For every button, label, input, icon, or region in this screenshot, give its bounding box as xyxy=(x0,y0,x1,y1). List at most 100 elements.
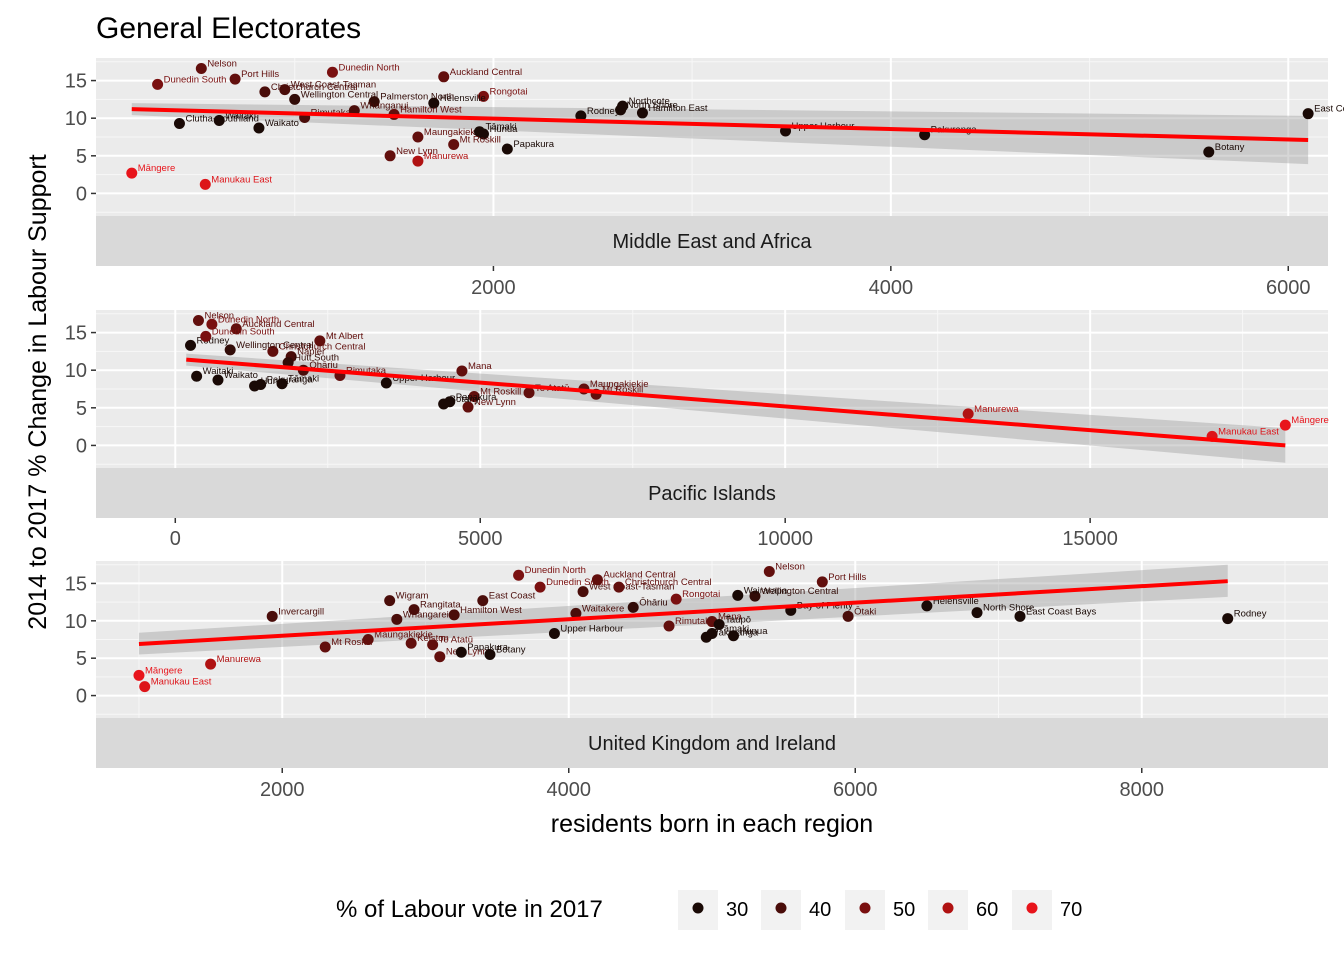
data-point-label: Te Atatū xyxy=(439,635,473,646)
trend-line xyxy=(138,579,1228,646)
data-point-label: East Coast Bays xyxy=(1314,104,1344,115)
data-point xyxy=(266,610,278,622)
data-point-label: Waitakere xyxy=(582,603,624,614)
data-point xyxy=(749,590,761,602)
data-point xyxy=(1279,419,1291,431)
data-point xyxy=(615,104,627,116)
data-point-label: Papakura xyxy=(467,642,508,653)
data-point-label: Dunedin South xyxy=(546,577,609,588)
data-point-label: Mt Albert xyxy=(326,331,364,342)
data-point-label: Maungakiekie xyxy=(590,379,649,390)
data-point-label: Rongotai xyxy=(489,86,527,97)
data-point-label: Manukau East xyxy=(1218,426,1279,437)
data-point xyxy=(548,628,560,640)
data-point-label: Nelson xyxy=(775,561,805,572)
data-point-label: Hamilton East xyxy=(648,103,707,114)
panel-2: 0 5 10 15 0 5000 10000 15000 Pacific Islands Māng… xyxy=(65,310,1329,550)
data-point xyxy=(126,167,138,179)
y-tick-label: 10 xyxy=(65,611,87,633)
data-point xyxy=(763,565,775,577)
y-tick-label: 5 xyxy=(76,648,87,670)
x-tick-label: 6000 xyxy=(833,779,878,801)
data-point-label: Waikato xyxy=(224,370,258,381)
data-point-label: Rongotai xyxy=(682,589,720,600)
trend-line xyxy=(186,357,1286,448)
data-point-label: Māngere xyxy=(138,163,176,174)
data-point xyxy=(289,93,301,105)
x-tick-label: 8000 xyxy=(1120,779,1165,801)
data-point xyxy=(205,658,217,670)
data-point xyxy=(434,651,446,663)
data-point xyxy=(663,620,675,632)
chart-title: General Electorates xyxy=(96,12,361,45)
data-point-label: North Shore xyxy=(627,100,678,111)
data-point-label: Rimutaka xyxy=(675,616,716,627)
data-point xyxy=(212,374,224,386)
y-tick-label: 0 xyxy=(76,435,87,457)
data-point xyxy=(362,634,374,645)
data-point-label: Helensville xyxy=(440,93,486,104)
data-point xyxy=(534,581,546,593)
data-point-label: Waitaki xyxy=(225,110,256,121)
data-point-label: Nelson xyxy=(207,59,237,70)
data-point xyxy=(276,378,288,390)
data-point-label: Helensville xyxy=(933,596,979,607)
data-point-label: Napier xyxy=(297,347,325,358)
data-point-label: Tāmaki xyxy=(486,122,517,133)
data-point xyxy=(133,669,145,681)
data-point-label: Hamilton West xyxy=(400,104,462,115)
data-point-label: Dunedin South xyxy=(212,326,275,337)
y-tick-label: 15 xyxy=(65,71,87,93)
data-point-label: Port Hills xyxy=(241,69,279,80)
y-tick-label: 0 xyxy=(76,686,87,708)
x-tick-label: 4000 xyxy=(546,779,591,801)
data-point-label: New Lynn xyxy=(474,397,516,408)
strip-label: Pacific Islands xyxy=(648,483,776,505)
data-point xyxy=(255,378,267,390)
data-point-label: Hunua xyxy=(489,124,518,135)
data-point-label: Rodney xyxy=(1234,609,1267,620)
data-point-label: Ōhāriu xyxy=(639,597,668,608)
data-point-label: Manurewa xyxy=(974,404,1019,415)
x-tick-label: 10000 xyxy=(757,528,813,550)
data-point xyxy=(412,131,424,143)
data-point xyxy=(206,318,218,330)
data-point-label: Hamilton West xyxy=(460,605,522,616)
legend-key-label: 40 xyxy=(809,899,831,921)
data-point xyxy=(384,150,396,162)
data-point xyxy=(727,630,739,642)
data-point xyxy=(152,78,164,90)
data-point-label: Rodney xyxy=(197,335,230,346)
data-point xyxy=(700,631,712,643)
x-tick-label: 6000 xyxy=(1266,277,1311,299)
data-point-label: Mt Roskill xyxy=(602,384,643,395)
data-point-label: Hunua xyxy=(261,376,290,387)
data-point-label: Northcote xyxy=(629,96,670,107)
legend-key-dot xyxy=(692,902,704,914)
data-point xyxy=(455,646,467,658)
data-point xyxy=(484,648,496,660)
data-point xyxy=(173,117,185,129)
data-point-label: Hunua xyxy=(739,626,768,637)
y-tick-label: 10 xyxy=(65,108,87,130)
data-point xyxy=(468,391,480,403)
legend-key-70: 70 xyxy=(1012,890,1082,930)
data-point xyxy=(1014,610,1026,622)
data-point xyxy=(462,401,474,413)
data-point xyxy=(314,335,326,347)
x-axis-title: residents born in each region xyxy=(551,810,873,838)
data-point xyxy=(427,639,439,651)
data-point xyxy=(259,86,271,98)
data-point-label: Papakura xyxy=(456,392,497,403)
data-point xyxy=(200,330,212,342)
data-point-label: Wigram xyxy=(396,591,429,602)
data-point xyxy=(570,607,582,619)
legend-key-60: 60 xyxy=(928,890,998,930)
confidence-band xyxy=(138,564,1228,655)
data-point xyxy=(816,576,828,588)
data-point-label: East Coast Bays xyxy=(1026,606,1096,617)
data-point xyxy=(921,600,933,612)
data-point-label: Kelston xyxy=(417,633,449,644)
data-point xyxy=(253,122,265,134)
